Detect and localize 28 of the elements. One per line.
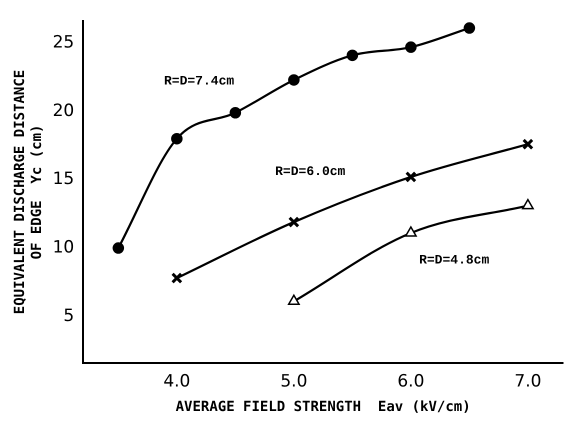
y-tick-label: 15	[52, 169, 74, 190]
point	[288, 216, 300, 228]
point	[405, 171, 417, 183]
point	[230, 107, 242, 118]
point	[464, 22, 476, 34]
point	[404, 226, 417, 237]
point	[288, 294, 300, 306]
series-label: R=D=4.8cm	[419, 252, 490, 268]
y-tick-label: 10	[52, 237, 74, 258]
point	[171, 272, 183, 284]
point	[171, 132, 183, 144]
x-tick-label: 4.0	[163, 371, 190, 392]
y-tick-label: 20	[52, 100, 74, 121]
series-label: R=D=7.4cm	[164, 74, 234, 89]
series-label: R=D=6.0cm	[275, 164, 346, 179]
point	[112, 242, 124, 254]
point	[522, 198, 534, 210]
y-tick-label: 25	[52, 32, 74, 52]
y-tick-label: 5	[63, 306, 74, 326]
x-axis-title: AVERAGE FIELD STRENGTH Eav (kV/cm)	[176, 399, 471, 416]
point	[405, 41, 417, 53]
x-tick-label: 5.0	[280, 371, 308, 392]
point	[288, 74, 300, 86]
point	[522, 138, 534, 150]
y-axis-title: EQUIVALENT DISCHARGE DISTANCE OF EDGE Yc (cm)	[12, 70, 45, 314]
point	[346, 50, 358, 62]
x-tick-label: 7.0	[514, 371, 542, 392]
x-tick-label: 6.0	[397, 371, 424, 392]
